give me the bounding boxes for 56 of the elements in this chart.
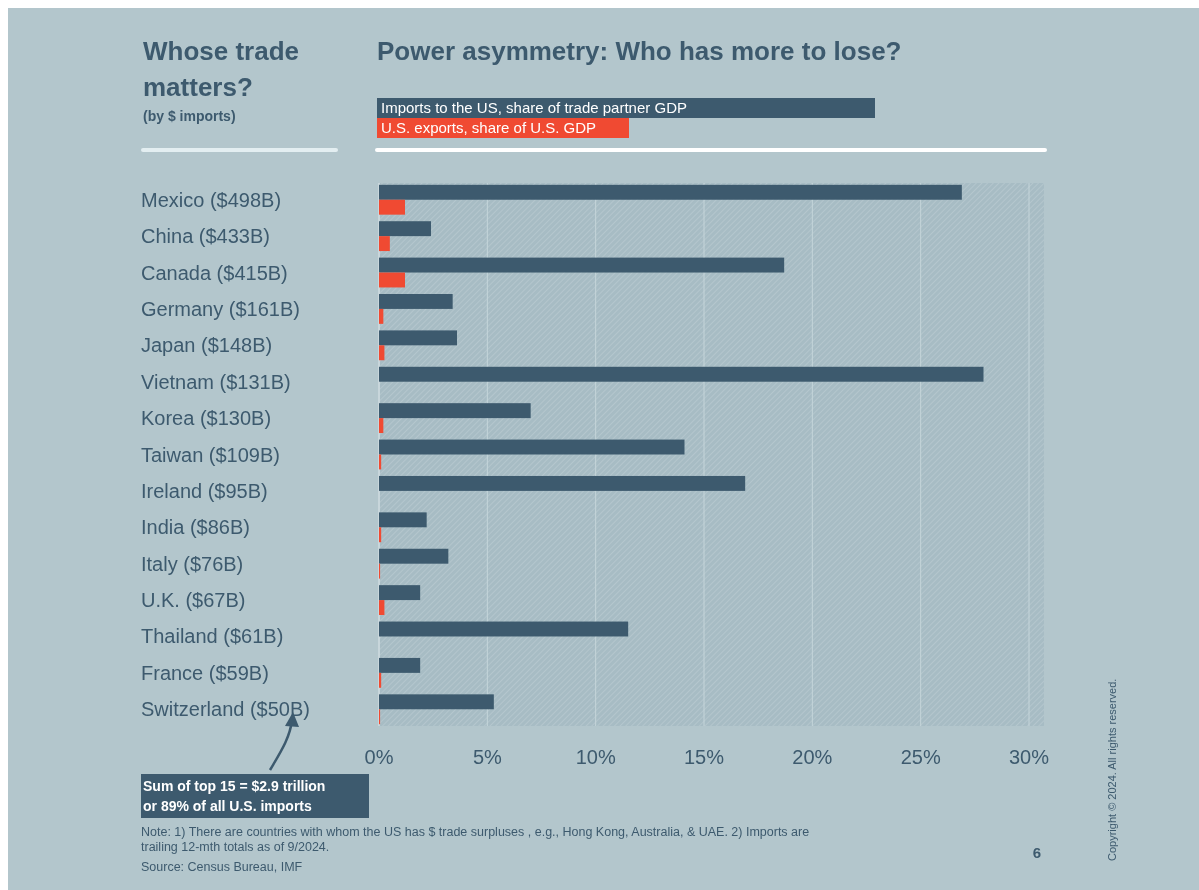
bar [379,548,449,564]
text: Copyright © 2024. All rights reserved. [1106,678,1118,861]
bar [379,366,984,382]
bar [379,657,421,673]
text: U.S. exports, share of U.S. GDP [381,119,597,136]
y-tick-label: France ($59B) [141,661,269,684]
text: (by $ imports) [143,108,236,124]
x-tick-label: 15% [683,746,725,768]
x-tick-label: 5% [472,746,502,768]
bar [379,527,382,543]
bar [379,694,494,710]
y-tick-label: Italy ($76B) [141,552,244,575]
y-tick-label: Germany ($161B) [141,297,300,320]
y-tick-label: Japan ($148B) [141,334,273,357]
bar [379,257,785,273]
text: Imports to the US, share of trade partner GDP [381,99,687,116]
bar [379,184,962,200]
text: Note: 1) There are countries with whom the US has $ trade surpluses , e.g., Hong Kong, Australia, & UAE. 2) Imports are trailing 12-mth totals as of 9/2024. [141,825,810,854]
bar [379,345,385,361]
x-tick-label: 30% [1008,746,1050,768]
y-tick-label: Korea ($130B) [141,407,272,430]
y-tick-label: Switzerland ($50B) [141,698,310,721]
chart-title: Power asymmetry: Who has more to lose? [377,36,902,66]
bar [379,308,384,324]
x-tick-label: 25% [900,746,941,768]
y-tick-label: U.K. ($67B) [141,589,246,612]
y-tick-label: Vietnam ($131B) [141,370,291,393]
source-note: Source: Census Bureau, IMF [141,860,303,874]
text: Whose trade matters? [143,36,300,102]
bar [379,585,421,601]
y-tick-label: Thailand ($61B) [141,625,284,648]
bar [379,418,384,434]
bar [379,403,531,419]
x-tick-label: 20% [792,746,833,768]
y-tick-label: Mexico ($498B) [141,188,282,211]
bar [379,221,431,237]
bar [379,236,390,252]
bar [379,600,385,615]
x-tick-label: 10% [575,746,616,768]
text: 6 [1032,844,1041,861]
bar [379,475,746,491]
y-tick-label: India ($86B) [141,516,250,539]
text: Sum of top 15 = $2.9 trillion or 89% of all U.S. imports [143,778,326,814]
bar [379,330,457,346]
bar [379,512,427,528]
bar [379,621,629,637]
y-tick-label: China ($433B) [141,225,270,248]
bar [379,439,685,455]
y-tick-label: Ireland ($95B) [141,479,268,502]
bar [379,199,405,215]
y-tick-label: Canada ($415B) [141,261,288,284]
bar [379,272,405,288]
y-tick-label: Taiwan ($109B) [141,443,280,466]
x-tick-label: 0% [364,746,394,768]
bar [379,672,382,688]
bar [379,294,453,309]
